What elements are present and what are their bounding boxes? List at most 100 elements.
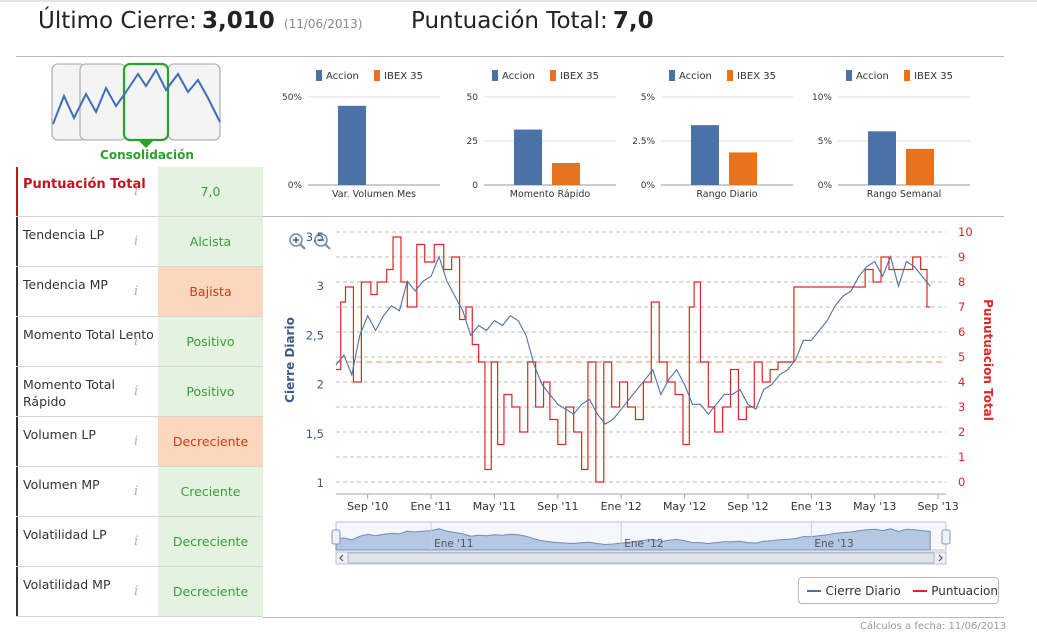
- x-tick-label: Ene '13: [791, 500, 832, 513]
- mini-legend: Accion IBEX 35: [846, 70, 965, 82]
- navigator-label: Ene '12: [624, 538, 663, 550]
- total-score-value: 7,0: [612, 8, 654, 34]
- y-axis-title: Cierre Diario: [283, 317, 297, 403]
- mini-chart-momentum: Accion IBEX 35 0 25 50 Momento Rápido: [456, 64, 626, 204]
- zoom-in-icon[interactable]: [289, 233, 306, 250]
- y-tick-label: 1: [317, 476, 324, 490]
- navigator-label: Ene '11: [434, 538, 473, 550]
- legend-price-label[interactable]: Cierre Diario: [825, 583, 901, 598]
- last-close-label: Último Cierre:: [38, 8, 197, 34]
- indicator-name: Momento Total Rápido: [16, 367, 158, 416]
- mini-y-tick-label: 50: [467, 93, 479, 103]
- legend-swatch-accion: [846, 70, 852, 81]
- main-chart-legend[interactable]: Cierre Diario Puntuacion: [798, 577, 999, 604]
- series-line-price: [335, 254, 931, 425]
- navigator-handle-right[interactable]: [941, 529, 951, 545]
- mini-chart-svg: 0 25 50 Momento Rápido: [467, 93, 616, 200]
- info-icon[interactable]: i: [134, 184, 139, 199]
- y2-axis-title: Punutuacion Total: [981, 299, 995, 421]
- bar-accion: [868, 131, 896, 185]
- legend-swatch-ibex: [904, 70, 911, 81]
- indicator-row-volumen-mp: Volumen MP i Creciente: [16, 467, 263, 517]
- series-line-score: [336, 236, 931, 483]
- legend-score-label[interactable]: Puntuacion: [931, 583, 998, 598]
- x-tick-label: May '11: [473, 500, 516, 513]
- x-tick-label: Ene '12: [601, 500, 642, 513]
- mini-y-tick-label: 5%: [818, 137, 833, 147]
- y2-tick-label: 9: [958, 250, 965, 264]
- info-icon[interactable]: i: [134, 484, 139, 499]
- y2-tick-label: 0: [958, 475, 965, 489]
- header-divider: [16, 56, 1004, 57]
- indicator-table: Puntuación Total i 7,0 Tendencia LP i Al…: [16, 167, 263, 617]
- y2-tick-label: 3: [958, 400, 965, 414]
- mini-chart-svg: 0% 5% 10% Rango Semanal: [812, 93, 970, 200]
- info-icon[interactable]: i: [134, 434, 139, 449]
- indicator-status: Decreciente: [158, 417, 263, 466]
- last-close-value: 3,010: [202, 8, 275, 34]
- info-icon[interactable]: i: [134, 234, 139, 249]
- x-tick-label: Sep '12: [727, 500, 768, 513]
- info-icon[interactable]: i: [134, 384, 139, 399]
- bar-ibex: [906, 148, 934, 185]
- mini-chart-svg: 0% 50% Var. Volumen Mes: [282, 93, 440, 200]
- mini-y-tick-label: 0%: [288, 181, 303, 191]
- indicator-status: Creciente: [158, 467, 263, 516]
- mini-y-tick-label: 0: [472, 181, 478, 191]
- indicator-row-volumen-lp: Volumen LP i Decreciente: [16, 417, 263, 467]
- y2-tick-label: 4: [958, 375, 965, 389]
- indicator-name: Volumen LP: [16, 417, 158, 466]
- mini-y-tick-label: 2.5%: [633, 137, 655, 147]
- indicator-row-momento-lento: Momento Total Lento i Positivo: [16, 317, 263, 367]
- legend-line-price: [807, 589, 822, 592]
- mini-x-label: Rango Diario: [696, 189, 757, 200]
- bar-accion: [338, 105, 366, 185]
- mini-y-tick-label: 0%: [818, 181, 833, 191]
- bar-accion: [514, 129, 542, 185]
- mini-chart-weekly-range: Accion IBEX 35 0% 5% 10% Rango Semanal: [810, 64, 980, 204]
- y2-tick-label: 8: [958, 275, 965, 289]
- mini-legend: Accion IBEX 35: [492, 70, 611, 82]
- total-score-label: Puntuación Total:: [411, 8, 608, 34]
- mini-legend: Accion IBEX 35: [316, 70, 435, 82]
- mini-chart-daily-range: Accion IBEX 35 0% 2.5% 5% Rango Diario: [632, 64, 803, 204]
- info-icon[interactable]: i: [134, 534, 139, 549]
- indicator-status: Bajista: [158, 267, 263, 316]
- scroll-right-icon[interactable]: [938, 554, 943, 562]
- info-icon[interactable]: i: [134, 284, 139, 299]
- last-close-date: (11/06/2013): [283, 17, 363, 31]
- indicator-status: Positivo: [158, 317, 263, 366]
- scrollbar-thumb[interactable]: [347, 552, 935, 564]
- indicator-name: Momento Total Lento: [16, 317, 158, 366]
- navigator-label: Ene '13: [814, 538, 853, 550]
- zoom-out-icon[interactable]: [314, 233, 331, 250]
- legend-label-ibex: IBEX 35: [560, 71, 599, 82]
- x-tick-label: Sep '13: [917, 500, 958, 513]
- y2-tick-label: 2: [958, 425, 965, 439]
- info-icon[interactable]: i: [134, 334, 139, 349]
- bar-ibex: [729, 152, 757, 185]
- legend-line-score: [912, 589, 928, 592]
- calculation-date: Cálculos a fecha: 11/06/2013: [860, 621, 1007, 632]
- y2-tick-label: 6: [958, 325, 965, 339]
- legend-label-ibex: IBEX 35: [384, 71, 423, 82]
- consolidation-label: Consolidación: [100, 148, 194, 162]
- info-icon[interactable]: i: [134, 584, 139, 599]
- indicator-status: Positivo: [158, 367, 263, 416]
- navigator-handle-left[interactable]: [331, 529, 341, 545]
- indicator-row-tendencia-lp: Tendencia LP i Alcista: [16, 217, 263, 267]
- indicator-name: Volatilidad MP: [16, 567, 158, 616]
- mini-y-tick-label: 0%: [641, 181, 656, 191]
- mini-y-tick-label: 10%: [812, 93, 832, 103]
- mini-chart-svg: 0% 2.5% 5% Rango Diario: [632, 93, 793, 200]
- y-tick-label: 2,5: [306, 328, 324, 342]
- legend-swatch-ibex: [550, 70, 557, 81]
- scroll-left-icon[interactable]: [339, 554, 344, 562]
- indicator-name: Tendencia MP: [16, 267, 158, 316]
- legend-label-ibex: IBEX 35: [737, 71, 776, 82]
- indicator-name: Tendencia LP: [16, 217, 158, 266]
- y2-tick-label: 1: [958, 450, 965, 464]
- indicator-row-tendencia-mp: Tendencia MP i Bajista: [16, 267, 263, 317]
- mini-x-label: Var. Volumen Mes: [332, 189, 416, 200]
- legend-swatch-ibex: [727, 70, 734, 81]
